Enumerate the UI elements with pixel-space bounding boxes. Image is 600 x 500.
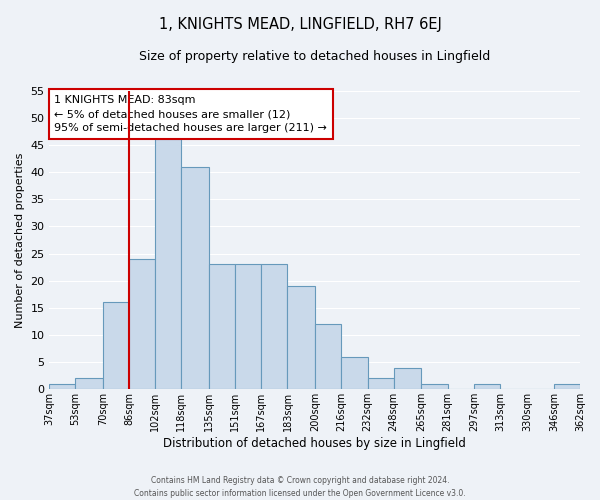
Bar bbox=[421, 384, 448, 390]
Bar bbox=[129, 259, 155, 390]
Bar bbox=[341, 356, 368, 390]
Bar bbox=[49, 384, 75, 390]
Bar bbox=[474, 384, 500, 390]
Bar bbox=[209, 264, 235, 390]
X-axis label: Distribution of detached houses by size in Lingfield: Distribution of detached houses by size … bbox=[163, 437, 466, 450]
Bar bbox=[235, 264, 262, 390]
Bar bbox=[75, 378, 103, 390]
Text: Contains HM Land Registry data © Crown copyright and database right 2024.
Contai: Contains HM Land Registry data © Crown c… bbox=[134, 476, 466, 498]
Bar bbox=[181, 166, 209, 390]
Bar bbox=[155, 140, 181, 390]
Bar bbox=[394, 368, 421, 390]
Title: Size of property relative to detached houses in Lingfield: Size of property relative to detached ho… bbox=[139, 50, 490, 63]
Y-axis label: Number of detached properties: Number of detached properties bbox=[15, 152, 25, 328]
Bar bbox=[262, 264, 287, 390]
Bar bbox=[103, 302, 129, 390]
Bar bbox=[287, 286, 315, 390]
Text: 1, KNIGHTS MEAD, LINGFIELD, RH7 6EJ: 1, KNIGHTS MEAD, LINGFIELD, RH7 6EJ bbox=[158, 18, 442, 32]
Bar bbox=[315, 324, 341, 390]
Bar bbox=[368, 378, 394, 390]
Text: 1 KNIGHTS MEAD: 83sqm
← 5% of detached houses are smaller (12)
95% of semi-detac: 1 KNIGHTS MEAD: 83sqm ← 5% of detached h… bbox=[54, 95, 327, 133]
Bar bbox=[554, 384, 580, 390]
